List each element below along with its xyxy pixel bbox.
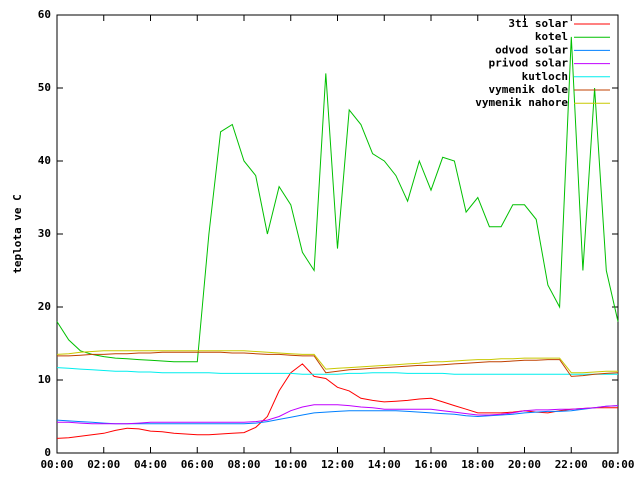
series-line [57, 404, 619, 425]
legend-label: 3ti solar [508, 17, 568, 30]
legend-label: odvod solar [495, 43, 568, 56]
y-tick-label: 30 [38, 227, 51, 240]
y-tick-label: 40 [38, 154, 51, 167]
x-tick-label: 18:00 [461, 458, 494, 471]
x-tick-label: 00:00 [40, 458, 73, 471]
legend-label: vymenik dole [489, 83, 569, 96]
series-line [56, 350, 618, 374]
series-line [57, 351, 619, 377]
x-tick-label: 06:00 [181, 458, 214, 471]
legend-label: kutloch [522, 70, 568, 83]
legend-label: vymenik nahore [475, 96, 568, 109]
series-line [56, 36, 619, 363]
x-tick-label: 04:00 [134, 458, 167, 471]
series-line [56, 367, 618, 375]
y-axis-label: teplota ve C [11, 194, 24, 273]
x-tick-label: 12:00 [321, 458, 354, 471]
legend-label: privod solar [489, 57, 569, 70]
x-tick-label: 14:00 [368, 458, 401, 471]
x-tick-label: 22:00 [555, 458, 588, 471]
legend-label: kotel [535, 30, 568, 43]
x-tick-label: 00:00 [601, 458, 634, 471]
x-tick-label: 16:00 [414, 458, 447, 471]
y-tick-label: 20 [38, 300, 51, 313]
x-tick-label: 02:00 [87, 458, 120, 471]
y-tick-label: 10 [38, 373, 51, 386]
series-line [56, 405, 619, 425]
x-tick-label: 20:00 [508, 458, 541, 471]
y-tick-label: 50 [38, 81, 51, 94]
y-tick-label: 60 [38, 8, 51, 21]
x-tick-label: 08:00 [227, 458, 260, 471]
x-tick-label: 10:00 [274, 458, 307, 471]
series-line [56, 363, 618, 439]
y-tick-label: 0 [44, 446, 51, 459]
